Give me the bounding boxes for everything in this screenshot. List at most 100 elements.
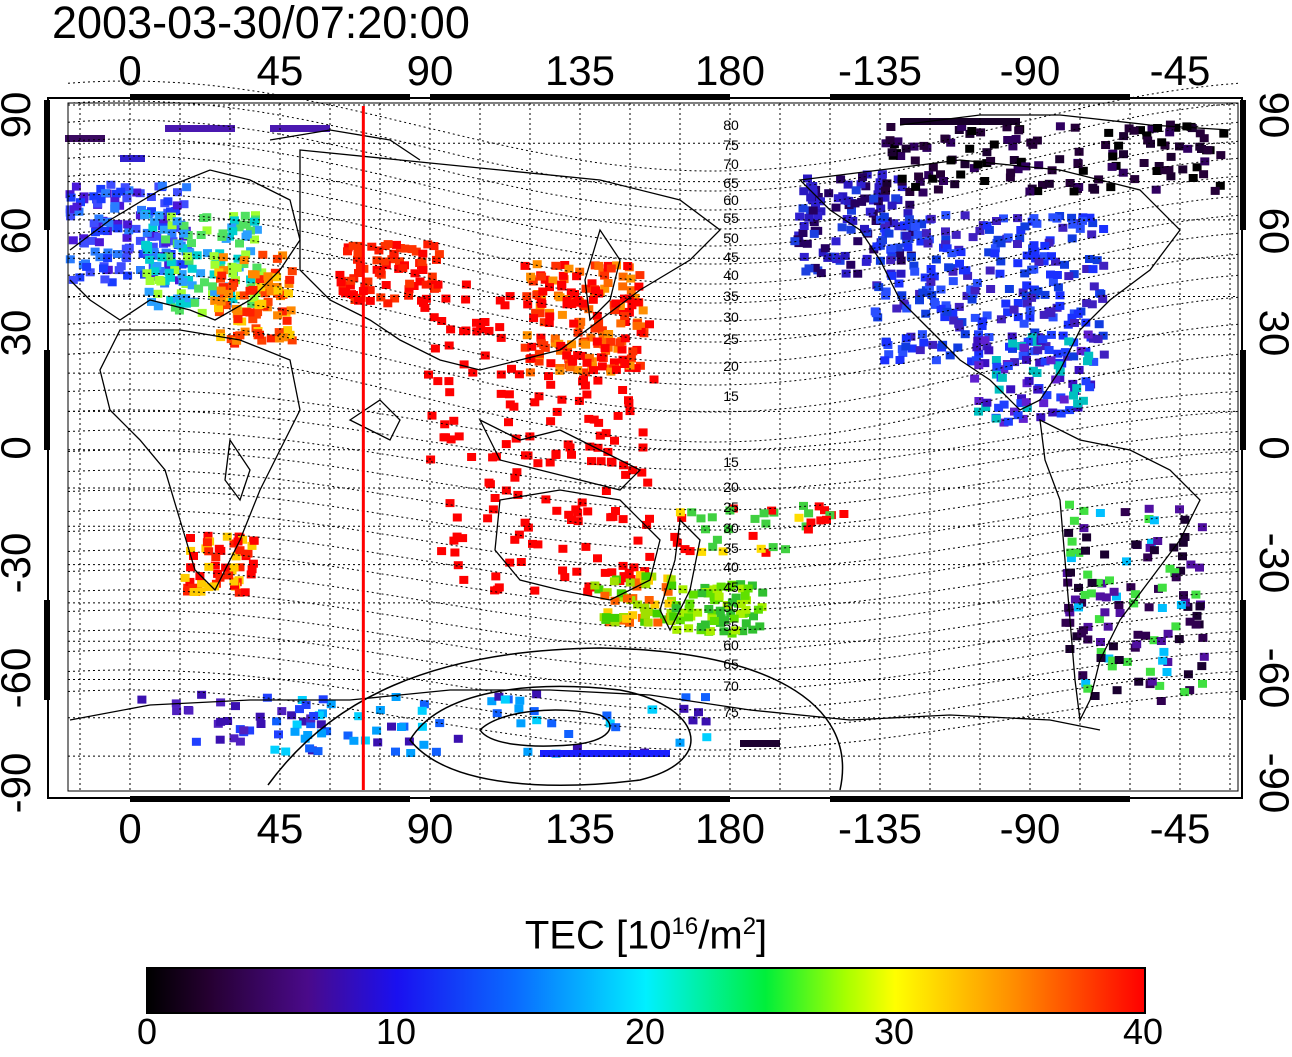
tec-data-pixel <box>255 712 265 721</box>
tec-data-pixel <box>1065 500 1074 509</box>
tec-data-pixel <box>578 299 588 308</box>
tec-data-pixel <box>166 273 175 282</box>
tec-data-pixel <box>781 545 790 554</box>
tec-data-pixel <box>1082 265 1092 273</box>
tec-data-pixel <box>1108 642 1118 651</box>
tec-data-pixel <box>795 212 805 221</box>
tec-data-pixel <box>390 294 400 303</box>
tec-data-pixel <box>995 269 1005 278</box>
tec-data-pixel <box>1183 602 1193 611</box>
tec-data-pixel <box>208 282 218 291</box>
tec-data-pixel <box>1112 592 1121 601</box>
tec-data-pixel <box>1017 394 1026 403</box>
tec-data-pixel <box>798 204 808 213</box>
tec-data-pixel <box>1078 626 1088 635</box>
tec-data-pixel <box>1067 313 1077 322</box>
tec-data-pixel <box>204 547 214 556</box>
tec-data-pixel <box>884 229 894 238</box>
tec-data-pixel <box>270 268 280 277</box>
tec-data-pixel <box>1094 615 1104 624</box>
tec-data-pixel <box>1195 142 1205 151</box>
tec-data-pixel <box>246 247 256 256</box>
tec-data-pixel <box>748 531 758 540</box>
tec-data-pixel <box>924 282 934 291</box>
tec-data-pixel <box>496 333 506 342</box>
tec-data-pixel <box>1003 136 1013 144</box>
tec-data-pixel <box>1066 548 1076 557</box>
tec-data-pixel <box>1068 379 1078 388</box>
tec-data-pixel <box>239 726 249 735</box>
tec-data-pixel <box>911 182 921 191</box>
tec-data-pixel <box>353 255 362 264</box>
tec-data-pixel <box>974 361 984 370</box>
tec-data-pixel <box>902 231 912 240</box>
magnetic-contour-line <box>67 100 1239 192</box>
tec-data-pixel <box>946 138 956 147</box>
tec-data-pixel <box>1151 185 1161 194</box>
tec-data-pixel <box>694 708 703 717</box>
tec-data-pixel <box>514 704 524 713</box>
tec-data-pixel <box>837 223 847 232</box>
tec-data-pixel <box>741 619 751 628</box>
tec-data-pixel <box>884 350 894 359</box>
tec-data-pixel <box>228 295 238 304</box>
tec-data-pixel <box>907 344 917 353</box>
tec-data-pixel <box>619 461 629 470</box>
tec-data-pixel <box>572 744 582 753</box>
tec-data-pixel <box>230 581 239 590</box>
tec-data-pixel <box>1131 540 1141 549</box>
tec-data-pixel <box>584 582 594 591</box>
tec-data-pixel <box>1013 165 1023 174</box>
tec-data-pixel <box>882 179 892 188</box>
tec-data-pixel <box>887 148 897 157</box>
tec-data-pixel <box>1013 240 1022 248</box>
tec-data-pixel <box>806 518 816 527</box>
tec-data-pixel <box>749 612 758 621</box>
tec-data-pixel <box>1162 668 1172 676</box>
tec-data-pixel <box>705 627 715 636</box>
tec-data-pixel <box>1088 265 1098 274</box>
tec-data-pixel <box>947 249 957 258</box>
tec-data-pixel <box>886 256 896 265</box>
tec-data-pixel <box>642 520 652 529</box>
tec-data-pixel <box>224 571 234 580</box>
tec-data-pixel <box>823 253 833 262</box>
tec-data-pixel <box>881 291 891 300</box>
tec-data-pixel <box>449 416 459 425</box>
tec-data-pixel <box>445 388 455 397</box>
tec-data-pixel <box>1022 299 1032 308</box>
tec-data-pixel <box>1022 281 1032 290</box>
tec-data-pixel <box>287 711 297 720</box>
tec-data-pixel <box>283 326 293 335</box>
tec-data-pixel <box>938 340 948 349</box>
tec-data-pixel <box>941 227 950 236</box>
tec-data-pixel <box>871 309 881 318</box>
tec-data-pixel <box>618 282 628 291</box>
tec-data-pixel <box>157 253 167 262</box>
tec-data-pixel <box>980 359 990 368</box>
tec-data-pixel <box>580 381 590 390</box>
tec-data-pixel <box>113 219 123 228</box>
tec-data-pixel <box>149 247 159 256</box>
tec-data-pixel <box>1085 255 1094 263</box>
tec-data-pixel <box>881 186 890 195</box>
tec-data-pixel <box>620 312 630 320</box>
tec-data-pixel <box>915 177 925 186</box>
tec-data-pixel <box>872 242 882 251</box>
tec-data-pixel <box>693 608 703 617</box>
tec-data-pixel <box>432 255 441 264</box>
tec-data-pixel <box>971 356 981 365</box>
tec-data-pixel <box>972 343 982 352</box>
tec-data-pixel <box>177 260 187 269</box>
tec-data-pixel <box>527 342 537 351</box>
tec-data-pixel <box>895 249 905 258</box>
tec-data-pixel <box>982 398 992 407</box>
tec-data-pixel <box>247 299 257 308</box>
tec-data-pixel <box>1199 170 1209 179</box>
tec-data-pixel <box>820 244 830 253</box>
tec-data-pixel <box>285 275 295 284</box>
tec-data-pixel <box>1088 334 1098 343</box>
tec-data-strip <box>165 125 235 132</box>
tec-data-pixel <box>684 605 694 614</box>
tec-data-pixel <box>951 230 961 239</box>
